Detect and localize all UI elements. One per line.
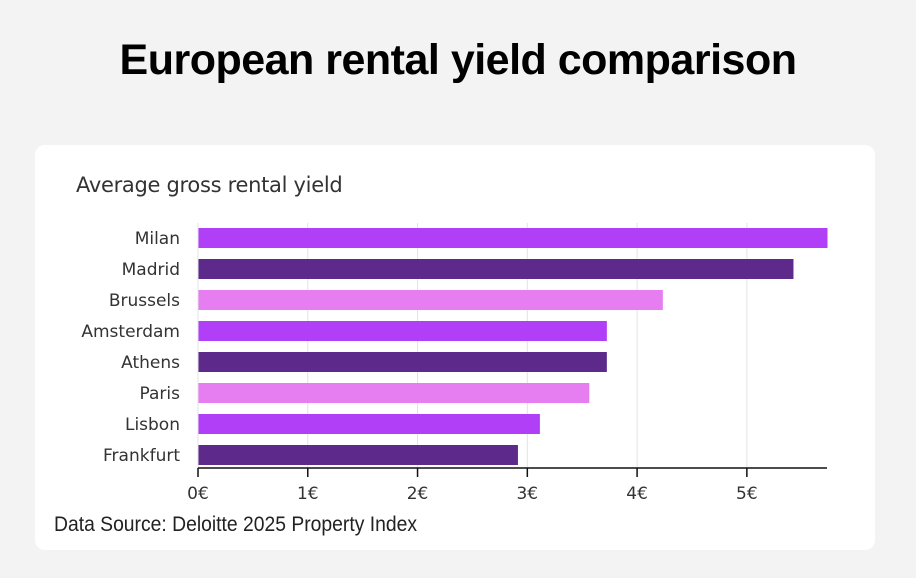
category-label: Amsterdam [81,322,180,342]
x-axis: 0€ 1€ 2€ 3€ 4€ 5€ [187,467,827,504]
category-label: Lisbon [125,415,180,435]
category-label: Athens [121,353,180,373]
category-label: Brussels [109,291,180,311]
chart-card: Average gross rental yield Milan Madrid Br… [35,145,875,550]
page-title: European rental yield comparison [119,36,797,84]
bar-paris [198,383,590,403]
bar-chart: Milan Madrid Brussels Amsterdam Athens Paris L… [81,223,828,504]
x-tick-label: 1€ [297,484,319,504]
chart-subtitle: Average gross rental yield [76,173,343,197]
x-tick-label: 0€ [187,484,209,504]
category-label: Paris [140,384,181,404]
data-source: Data Source: Deloitte 2025 Property Inde… [54,513,417,536]
category-label: Madrid [122,260,180,280]
bar-frankfurt [198,445,518,465]
category-label: Milan [135,229,180,249]
bar-brussels [198,290,663,310]
category-label: Frankfurt [103,446,180,466]
bar-milan [198,228,828,248]
bar-amsterdam [198,321,607,341]
bar-lisbon [198,414,540,434]
x-tick-label: 4€ [626,484,648,504]
bar-athens [198,352,607,372]
x-tick-label: 5€ [736,484,758,504]
bars [198,228,828,465]
category-labels: Milan Madrid Brussels Amsterdam Athens Paris L… [81,229,180,466]
x-tick-label: 2€ [407,484,429,504]
bar-madrid [198,259,794,279]
x-tick-label: 3€ [516,484,538,504]
